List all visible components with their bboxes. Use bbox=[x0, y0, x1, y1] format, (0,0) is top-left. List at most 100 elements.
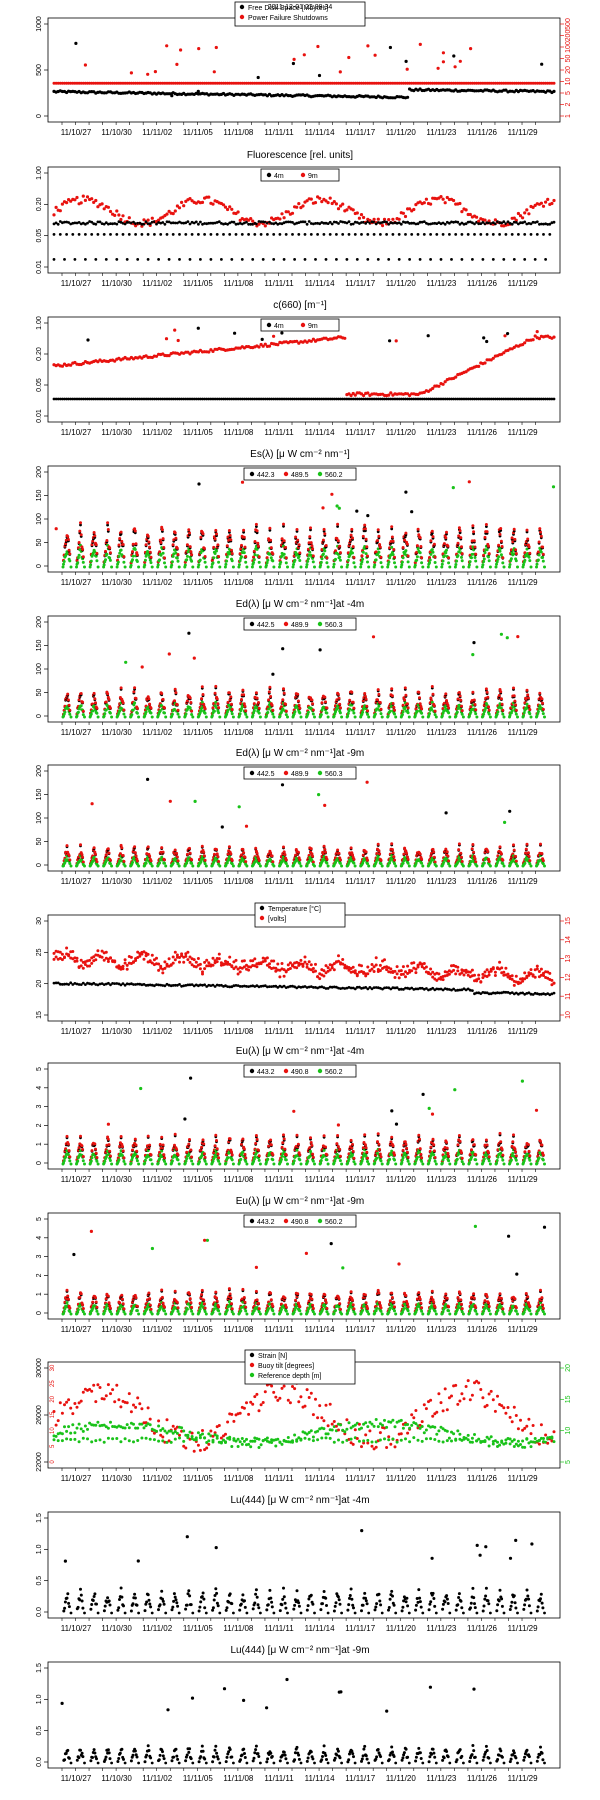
x-tick-label: 11/11/08 bbox=[223, 728, 254, 737]
data-point bbox=[156, 565, 160, 569]
data-point bbox=[376, 258, 380, 261]
data-point bbox=[123, 565, 127, 569]
data-point bbox=[552, 89, 556, 93]
data-point bbox=[464, 208, 468, 212]
data-point bbox=[147, 697, 151, 701]
data-point bbox=[242, 535, 246, 539]
data-point bbox=[200, 697, 204, 701]
legend-marker bbox=[266, 172, 272, 178]
data-point bbox=[311, 854, 315, 858]
data-point bbox=[491, 258, 495, 261]
data-point bbox=[127, 233, 131, 236]
data-point bbox=[279, 560, 283, 564]
data-point bbox=[548, 81, 552, 85]
data-point bbox=[127, 216, 131, 220]
data-point bbox=[103, 712, 107, 716]
data-point bbox=[167, 652, 171, 656]
data-point bbox=[88, 220, 91, 223]
y-tick-label: 200 bbox=[36, 466, 43, 478]
data-points bbox=[52, 326, 556, 401]
data-point bbox=[531, 220, 535, 224]
data-point bbox=[415, 558, 419, 562]
data-point bbox=[521, 221, 524, 225]
data-point bbox=[83, 565, 86, 569]
x-tick-label: 11/11/26 bbox=[467, 877, 498, 886]
data-point bbox=[471, 221, 474, 225]
data-point bbox=[69, 363, 73, 367]
data-point bbox=[477, 81, 481, 85]
data-point bbox=[94, 81, 98, 85]
data-point bbox=[184, 712, 188, 716]
data-point bbox=[481, 81, 485, 85]
data-point bbox=[389, 81, 393, 85]
data-point bbox=[174, 536, 178, 540]
data-point bbox=[132, 220, 135, 224]
data-point bbox=[311, 554, 315, 558]
data-point bbox=[153, 70, 157, 74]
y2-tick-label: 200 bbox=[565, 30, 572, 42]
data-point bbox=[171, 81, 175, 85]
data-point bbox=[92, 397, 96, 401]
data-point bbox=[458, 222, 462, 226]
data-point bbox=[150, 864, 154, 868]
data-point bbox=[98, 220, 102, 224]
data-point bbox=[552, 81, 556, 85]
data-point bbox=[408, 207, 412, 211]
data-point bbox=[77, 541, 81, 544]
x-tick-label: 11/11/29 bbox=[508, 428, 539, 437]
data-point bbox=[176, 859, 180, 863]
data-point bbox=[110, 715, 114, 719]
data-point bbox=[281, 698, 285, 702]
data-point bbox=[454, 563, 458, 566]
data-point bbox=[254, 522, 258, 526]
data-point bbox=[257, 345, 261, 349]
data-point bbox=[197, 47, 201, 51]
data-point bbox=[67, 548, 71, 552]
data-point bbox=[452, 198, 456, 203]
data-point bbox=[372, 217, 376, 221]
y-tick-label: 0.20 bbox=[36, 347, 43, 361]
data-point bbox=[254, 691, 258, 695]
data-point bbox=[418, 258, 422, 261]
data-point bbox=[477, 219, 481, 223]
x-tick-label: 11/11/20 bbox=[386, 279, 417, 288]
data-point bbox=[190, 858, 194, 862]
data-point bbox=[265, 81, 269, 85]
data-point bbox=[203, 555, 207, 558]
data-point bbox=[242, 81, 246, 85]
data-point bbox=[503, 334, 507, 338]
data-point bbox=[250, 864, 254, 868]
data-point bbox=[497, 543, 501, 547]
data-point bbox=[531, 205, 535, 209]
data-point bbox=[253, 233, 257, 236]
x-tick-label: 11/10/30 bbox=[101, 578, 132, 587]
legend-marker bbox=[266, 322, 272, 328]
data-point bbox=[120, 539, 124, 543]
data-point bbox=[528, 712, 532, 716]
data-point bbox=[96, 81, 100, 85]
data-point bbox=[73, 81, 77, 85]
data-point bbox=[243, 704, 247, 708]
data-point bbox=[456, 220, 460, 224]
data-point bbox=[203, 81, 207, 85]
data-point bbox=[429, 539, 433, 543]
data-point bbox=[422, 81, 426, 85]
data-point bbox=[204, 864, 208, 868]
legend-label: 442.5 bbox=[257, 622, 275, 629]
x-tick-label: 11/11/11 bbox=[264, 279, 294, 288]
data-point bbox=[404, 549, 408, 553]
data-point bbox=[163, 861, 166, 865]
legend-label: 442.3 bbox=[257, 472, 275, 479]
data-point bbox=[63, 81, 66, 85]
data-point bbox=[338, 711, 342, 715]
data-point bbox=[164, 565, 168, 569]
data-point bbox=[291, 565, 295, 569]
data-point bbox=[175, 855, 179, 859]
data-point bbox=[487, 712, 491, 716]
data-point bbox=[77, 233, 81, 236]
data-point bbox=[257, 555, 261, 559]
data-point bbox=[175, 62, 179, 66]
data-point bbox=[415, 544, 419, 548]
data-point bbox=[71, 221, 75, 225]
data-point bbox=[132, 81, 135, 85]
